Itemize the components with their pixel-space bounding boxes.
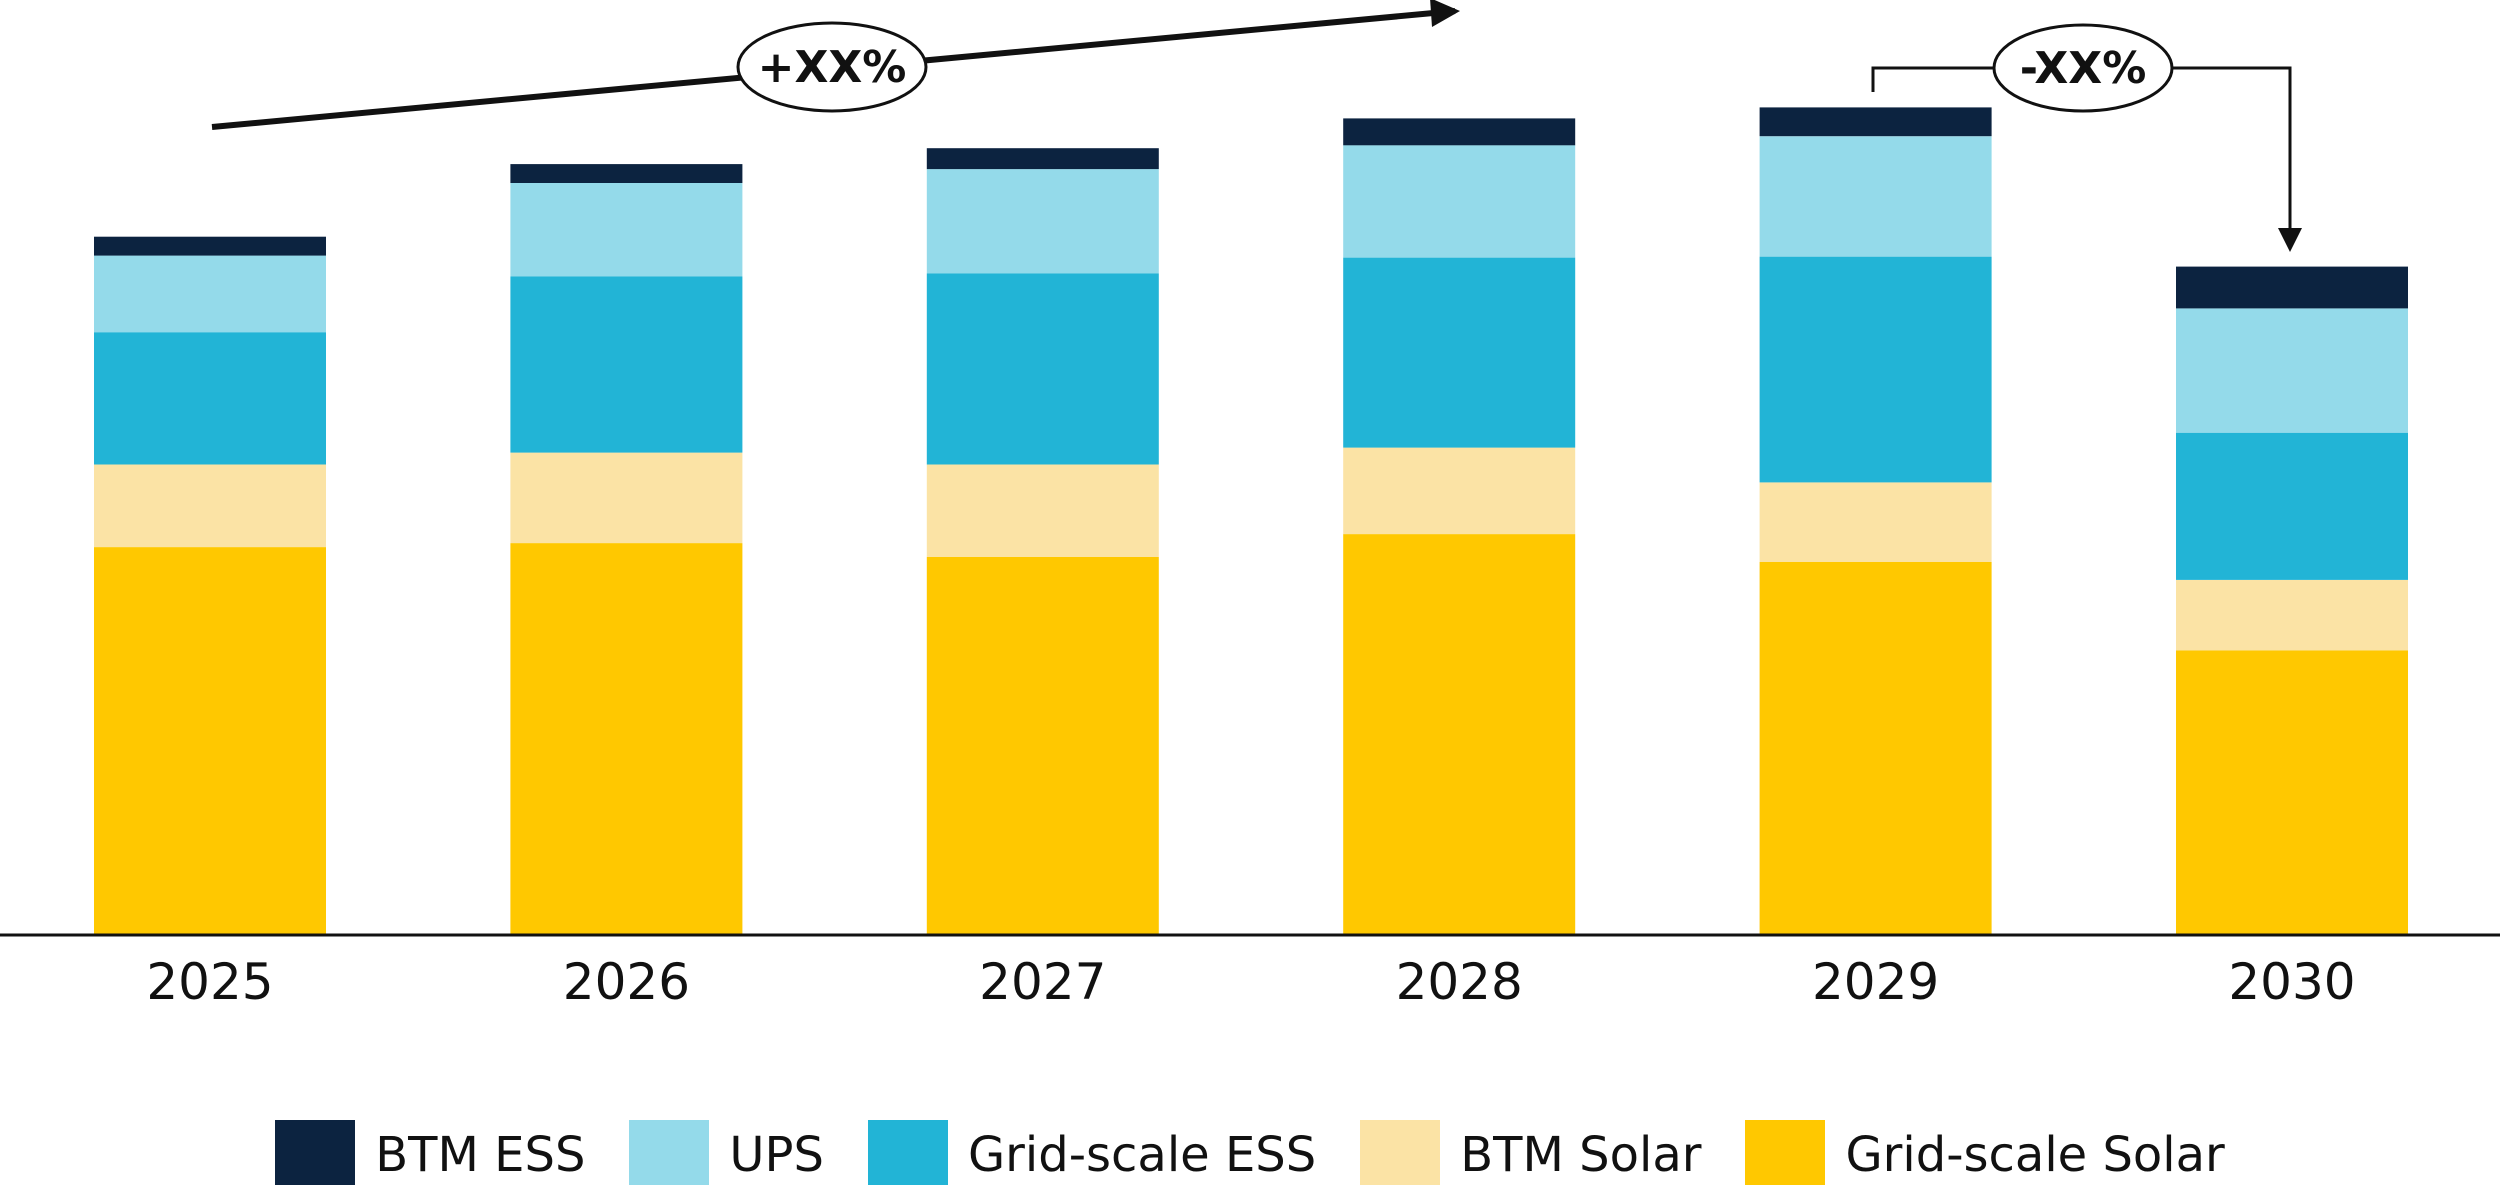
legend-swatch-btm-solar: [1360, 1120, 1441, 1185]
bar-segment-grid-scale-solar-2025: [94, 547, 326, 935]
legend-item-btm-solar: BTM Solar: [1360, 1120, 1701, 1185]
x-tick-label-2025: 2025: [146, 953, 273, 1011]
legend-swatch-ups: [629, 1120, 710, 1185]
x-tick-label-2026: 2026: [563, 953, 690, 1011]
bar-segment-btm-ess-2030: [2176, 266, 2408, 309]
legend-item-grid-scale-ess: Grid-scale ESS: [867, 1120, 1317, 1185]
legend-swatch-grid-scale-ess: [867, 1120, 948, 1185]
legend-swatch-btm-ess: [275, 1120, 356, 1185]
bar-segment-btm-solar-2026: [510, 452, 743, 544]
bar-segment-btm-ess-2027: [926, 148, 1159, 170]
bar-segment-ups-2029: [1759, 136, 1992, 257]
stacked-bar-chart: 2025 2026 2027 2028 2029 2030 +XX% -XX%: [0, 0, 2500, 1011]
bar-segment-btm-solar-2025: [94, 464, 326, 548]
bar-segment-btm-solar-2030: [2176, 579, 2408, 651]
growth-arrow-head: [1430, 0, 1460, 27]
bar-segment-btm-solar-2029: [1759, 482, 1992, 562]
x-tick-label-2029: 2029: [1812, 953, 1939, 1011]
bar-segment-btm-ess-2026: [510, 164, 743, 183]
bar-segment-grid-scale-solar-2030: [2176, 650, 2408, 935]
legend-item-grid-scale-solar: Grid-scale Solar: [1745, 1120, 2225, 1185]
legend-label-grid-scale-ess: Grid-scale ESS: [967, 1126, 1317, 1183]
legend-label-btm-solar: BTM Solar: [1460, 1126, 1702, 1183]
bar-segment-grid-scale-ess-2025: [94, 332, 326, 465]
bar-segment-btm-ess-2028: [1343, 118, 1576, 146]
bar-segment-grid-scale-ess-2029: [1759, 256, 1992, 483]
x-tick-label-2028: 2028: [1396, 953, 1523, 1011]
bars-layer: [94, 107, 2408, 935]
legend-item-ups: UPS: [629, 1120, 824, 1185]
x-tick-label-2027: 2027: [979, 953, 1106, 1011]
legend-swatch-grid-scale-solar: [1745, 1120, 1826, 1185]
x-tick-labels: 2025 2026 2027 2028 2029 2030: [146, 953, 2355, 1011]
bar-segment-btm-solar-2027: [926, 464, 1159, 557]
bar-segment-btm-ess-2029: [1759, 107, 1992, 137]
bar-segment-ups-2027: [926, 169, 1159, 274]
bar-segment-grid-scale-solar-2027: [926, 557, 1159, 935]
bar-segment-ups-2026: [510, 183, 743, 277]
bar-segment-ups-2030: [2176, 308, 2408, 433]
legend-item-btm-ess: BTM ESS: [275, 1120, 585, 1185]
decline-annotation: -XX%: [1871, 23, 2302, 252]
x-tick-label-2030: 2030: [2228, 953, 2355, 1011]
decline-callout-text: -XX%: [2020, 43, 2147, 94]
bar-segment-grid-scale-solar-2029: [1759, 562, 1992, 935]
growth-callout-text: +XX%: [758, 42, 907, 93]
bar-segment-ups-2028: [1343, 145, 1576, 258]
bar-segment-btm-solar-2028: [1343, 447, 1576, 535]
decline-callout-bubble: [1992, 23, 2174, 113]
bar-segment-ups-2025: [94, 255, 326, 333]
legend-label-grid-scale-solar: Grid-scale Solar: [1845, 1126, 2225, 1183]
bar-segment-grid-scale-ess-2027: [926, 273, 1159, 465]
growth-callout-bubble: [736, 21, 928, 113]
bar-segment-grid-scale-ess-2030: [2176, 432, 2408, 580]
bar-segment-grid-scale-solar-2026: [510, 543, 743, 935]
legend-label-btm-ess: BTM ESS: [375, 1126, 586, 1183]
legend-label-ups: UPS: [729, 1126, 824, 1183]
legend: BTM ESS UPS Grid-scale ESS BTM Solar Gri…: [0, 1120, 2500, 1185]
bar-segment-grid-scale-solar-2028: [1343, 534, 1576, 935]
growth-annotation: +XX%: [211, 0, 1460, 130]
bar-segment-grid-scale-ess-2028: [1343, 257, 1576, 448]
decline-arrow-head: [2278, 228, 2302, 252]
bar-segment-grid-scale-ess-2026: [510, 276, 743, 453]
bar-segment-btm-ess-2025: [94, 236, 326, 256]
